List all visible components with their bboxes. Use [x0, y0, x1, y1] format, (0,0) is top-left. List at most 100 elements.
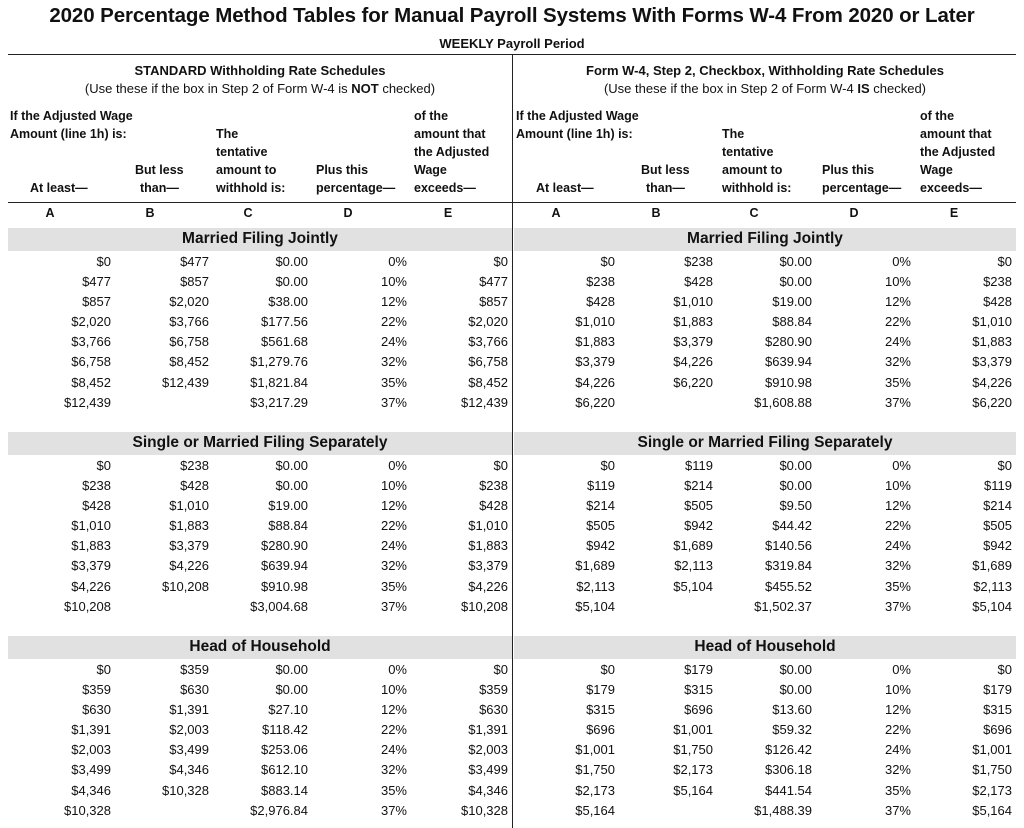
percentage-cell: 37% — [380, 598, 407, 614]
but-less-cell: $428 — [684, 274, 713, 290]
but-less-cell: $1,883 — [169, 518, 209, 534]
tentative-amount-cell: $0.00 — [779, 682, 812, 698]
schedule-title: Form W-4, Step 2, Checkbox, Withholding … — [586, 63, 944, 78]
at-least-cell: $3,379 — [71, 558, 111, 574]
percentage-cell: 22% — [380, 314, 407, 330]
filing-status-title: Married Filing Jointly — [687, 230, 843, 247]
tentative-amount-cell: $1,608.88 — [754, 394, 812, 410]
bracket-row: $2,173 $5,164 $441.54 35% $2,173 — [514, 781, 1016, 801]
at-least-cell: $3,766 — [71, 334, 111, 350]
tentative-header-line2: tentative — [722, 145, 774, 159]
bracket-row: $1,689 $2,113 $319.84 32% $1,689 — [514, 556, 1016, 576]
tentative-amount-cell: $126.42 — [765, 742, 812, 758]
bracket-row: $5,104 $1,502.37 37% $5,104 — [514, 597, 1016, 617]
percentage-cell: 22% — [884, 518, 911, 534]
exceeds-cell: $0 — [493, 458, 508, 473]
exceeds-cell: $4,226 — [468, 578, 508, 594]
bracket-row: $3,379 $4,226 $639.94 32% $3,379 — [8, 556, 512, 576]
bracket-row: $12,439 $3,217.29 37% $12,439 — [8, 393, 512, 413]
bracket-row: $4,226 $6,220 $910.98 35% $4,226 — [514, 373, 1016, 393]
tentative-amount-cell: $0.00 — [275, 662, 308, 677]
tentative-amount-cell: $455.52 — [765, 578, 812, 594]
at-least-header: At least— — [30, 181, 88, 195]
percentage-cell: 12% — [884, 294, 911, 310]
bracket-row: $214 $505 $9.50 12% $214 — [514, 496, 1016, 516]
exceeds-cell: $359 — [479, 682, 508, 698]
exceeds-cell: $1,750 — [972, 762, 1012, 778]
tentative-amount-cell: $0.00 — [779, 458, 812, 473]
percentage-cell: 24% — [884, 742, 911, 758]
at-least-cell: $4,226 — [71, 578, 111, 594]
at-least-cell: $4,226 — [575, 374, 615, 390]
percentage-cell: 32% — [884, 558, 911, 574]
but-less-cell: $238 — [180, 458, 209, 473]
exceeds-cell: $0 — [997, 254, 1012, 269]
section-band: Married Filing Jointly — [8, 228, 512, 251]
column-letter: E — [949, 206, 959, 220]
percentage-cell: 12% — [884, 498, 911, 514]
exceeds-cell: $2,173 — [972, 782, 1012, 798]
exceeds-cell: $0 — [997, 458, 1012, 473]
tentative-amount-cell: $1,502.37 — [754, 598, 812, 614]
bracket-rows: $0 $238 $0.00 0% $0 $238 $428 $0.00 10% $238 $428 $… — [514, 252, 1016, 413]
percentage-cell: 35% — [380, 782, 407, 798]
percentage-cell: 37% — [884, 598, 911, 614]
exceeds-cell: $315 — [983, 702, 1012, 718]
percentage-cell: 22% — [884, 722, 911, 738]
column-letter: A — [551, 206, 561, 220]
percentage-cell: 12% — [884, 702, 911, 718]
exceeds-cell: $1,010 — [468, 518, 508, 534]
percentage-cell: 35% — [884, 782, 911, 798]
tentative-amount-cell: $44.42 — [772, 518, 812, 534]
at-least-cell: $4,346 — [71, 782, 111, 798]
at-least-cell: $1,010 — [71, 518, 111, 534]
header-bottom-rule — [8, 202, 1016, 203]
at-least-cell: $0 — [96, 662, 111, 677]
bracket-row: $3,766 $6,758 $561.68 24% $3,766 — [8, 332, 512, 352]
at-least-header: At least— — [536, 181, 594, 195]
but-less-cell: $4,346 — [169, 762, 209, 778]
percentage-cell: 0% — [892, 662, 911, 677]
bracket-row: $5,164 $1,488.39 37% $5,164 — [514, 801, 1016, 821]
bracket-row: $0 $238 $0.00 0% $0 — [514, 252, 1016, 272]
percentage-cell: 0% — [388, 254, 407, 269]
percentage-cell: 24% — [380, 334, 407, 350]
but-less-cell: $505 — [684, 498, 713, 514]
exceeds-cell: $428 — [479, 498, 508, 514]
percentage-cell: 24% — [380, 538, 407, 554]
tentative-amount-cell: $13.60 — [772, 702, 812, 718]
bracket-row: $10,328 $2,976.84 37% $10,328 — [8, 801, 512, 821]
but-less-cell: $3,379 — [169, 538, 209, 554]
section-band: Married Filing Jointly — [514, 228, 1016, 251]
exceeds-cell: $3,499 — [468, 762, 508, 778]
tentative-amount-cell: $441.54 — [765, 782, 812, 798]
exceeds-cell: $5,164 — [972, 802, 1012, 818]
exceeds-cell: $1,001 — [972, 742, 1012, 758]
percentage-cell: 10% — [884, 478, 911, 494]
at-least-cell: $238 — [586, 274, 615, 290]
exceeds-cell: $0 — [997, 662, 1012, 677]
tentative-amount-cell: $2,976.84 — [250, 802, 308, 818]
but-less-cell: $1,010 — [169, 498, 209, 514]
tentative-amount-cell: $38.00 — [268, 294, 308, 310]
tentative-amount-cell: $1,279.76 — [250, 354, 308, 370]
tentative-amount-cell: $639.94 — [261, 558, 308, 574]
bracket-row: $0 $477 $0.00 0% $0 — [8, 252, 512, 272]
at-least-cell: $179 — [586, 682, 615, 698]
percentage-cell: 10% — [380, 682, 407, 698]
percentage-cell: 0% — [892, 254, 911, 269]
percentage-cell: 32% — [380, 558, 407, 574]
at-least-cell: $2,003 — [71, 742, 111, 758]
but-less-cell: $10,208 — [162, 578, 209, 594]
column-letter: D — [343, 206, 353, 220]
at-least-cell: $1,001 — [575, 742, 615, 758]
bracket-row: $2,020 $3,766 $177.56 22% $2,020 — [8, 312, 512, 332]
tentative-header-line4: withhold is: — [216, 181, 286, 195]
but-less-cell: $3,379 — [673, 334, 713, 350]
percentage-header-line1: Plus this — [316, 163, 369, 177]
but-less-cell: $4,226 — [673, 354, 713, 370]
schedule-usage-note: (Use these if the box in Step 2 of Form … — [514, 81, 1016, 96]
bracket-row: $0 $119 $0.00 0% $0 — [514, 456, 1016, 476]
usage-note-emphasis: IS — [857, 81, 870, 96]
at-least-cell: $5,104 — [575, 598, 615, 614]
